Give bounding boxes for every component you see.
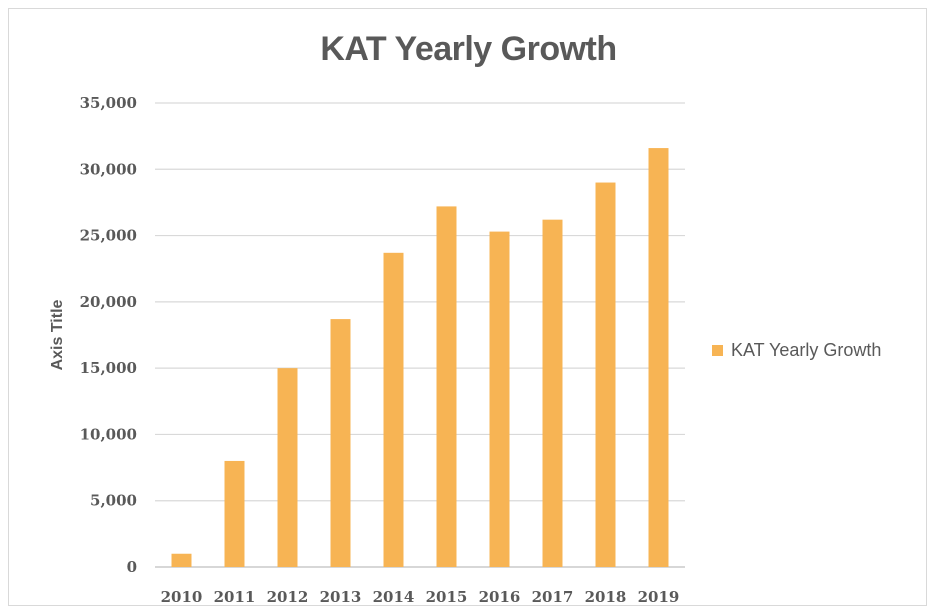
y-tick-label: 15,000 bbox=[80, 359, 137, 377]
y-tick-label: 20,000 bbox=[80, 293, 137, 311]
x-tick-label: 2015 bbox=[426, 588, 468, 606]
bar-2015 bbox=[436, 206, 457, 568]
y-axis-title: Axis Title bbox=[49, 299, 66, 370]
legend: KAT Yearly Growth bbox=[712, 340, 881, 361]
y-tick-label: 35,000 bbox=[80, 94, 137, 112]
bar-2010 bbox=[171, 553, 192, 567]
bar-2014 bbox=[383, 252, 404, 567]
x-tick-label: 2014 bbox=[373, 588, 415, 606]
x-tick-label: 2013 bbox=[320, 588, 362, 606]
bar-2012 bbox=[277, 368, 298, 567]
legend-label: KAT Yearly Growth bbox=[731, 340, 882, 360]
x-tick-label: 2012 bbox=[267, 588, 309, 606]
bar-2016 bbox=[489, 231, 510, 567]
y-tick-label: 30,000 bbox=[80, 160, 137, 178]
bars bbox=[171, 148, 669, 568]
bar-2018 bbox=[595, 182, 616, 568]
bar-2017 bbox=[542, 219, 563, 568]
y-tick-label: 10,000 bbox=[80, 425, 137, 443]
x-tick-label: 2010 bbox=[161, 588, 203, 606]
chart-title: KAT Yearly Growth bbox=[320, 30, 617, 68]
y-tick-label: 0 bbox=[127, 558, 137, 576]
y-tick-label: 5,000 bbox=[90, 492, 137, 510]
y-tick-label: 25,000 bbox=[80, 227, 137, 245]
x-tick-label: 2019 bbox=[638, 588, 680, 606]
x-tick-label: 2018 bbox=[585, 588, 627, 606]
bar-2013 bbox=[330, 319, 351, 567]
bar-2019 bbox=[648, 148, 669, 567]
chart-frame bbox=[8, 8, 927, 606]
bar-2011 bbox=[224, 460, 245, 567]
x-axis-ticks: 2010 2011 2012 2013 2014 2015 2016 2017 2018 2019 bbox=[161, 588, 680, 606]
x-tick-label: 2011 bbox=[214, 588, 256, 606]
x-tick-label: 2017 bbox=[532, 588, 574, 606]
y-axis-ticks: 0 5,000 10,000 15,000 20,000 25,000 30,000 35,0… bbox=[80, 94, 137, 576]
legend-swatch bbox=[712, 345, 723, 356]
x-tick-label: 2016 bbox=[479, 588, 521, 606]
